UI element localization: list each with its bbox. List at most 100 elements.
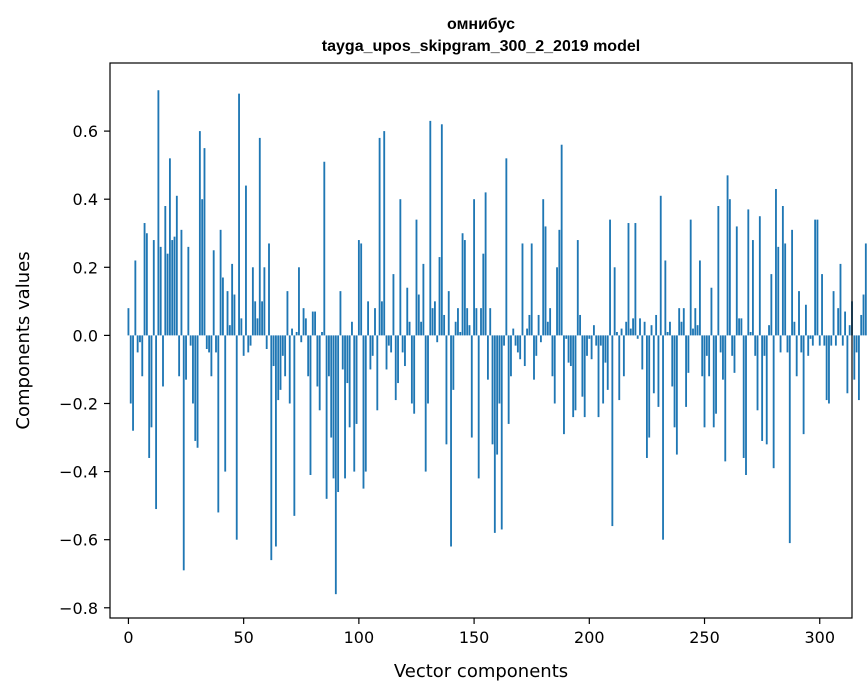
bar bbox=[309, 335, 312, 475]
bar bbox=[291, 328, 293, 336]
bar bbox=[240, 318, 243, 336]
bar bbox=[212, 250, 215, 336]
bar bbox=[346, 335, 349, 384]
bar bbox=[526, 328, 529, 336]
bar bbox=[192, 335, 194, 404]
bar bbox=[675, 335, 678, 455]
bar bbox=[431, 308, 434, 336]
bar bbox=[263, 267, 266, 336]
y-tick-label: −0.2 bbox=[59, 394, 98, 413]
plot-area-frame bbox=[109, 62, 853, 619]
x-tick-label: 100 bbox=[344, 628, 375, 647]
bar bbox=[616, 331, 618, 336]
bar bbox=[477, 335, 480, 479]
bar bbox=[641, 335, 644, 370]
bar bbox=[553, 335, 556, 404]
bar bbox=[655, 314, 658, 336]
bar bbox=[537, 314, 540, 336]
bar bbox=[337, 335, 340, 493]
bar bbox=[652, 335, 655, 394]
bar bbox=[569, 335, 572, 367]
bar bbox=[235, 335, 238, 540]
bar bbox=[242, 335, 245, 356]
bar bbox=[613, 267, 616, 336]
bar bbox=[475, 308, 478, 336]
bar bbox=[420, 321, 423, 336]
bar bbox=[546, 321, 549, 336]
bar bbox=[265, 335, 268, 350]
bar bbox=[516, 335, 519, 353]
bar bbox=[563, 335, 565, 435]
bar bbox=[251, 267, 254, 336]
bar bbox=[735, 226, 738, 336]
bar bbox=[751, 240, 754, 336]
bar bbox=[738, 318, 741, 336]
bar bbox=[666, 331, 669, 336]
bar bbox=[604, 335, 607, 363]
bar bbox=[261, 301, 264, 336]
bar bbox=[857, 335, 860, 401]
bar bbox=[745, 335, 747, 475]
bar bbox=[551, 335, 554, 377]
bar bbox=[159, 246, 162, 336]
bar bbox=[459, 331, 462, 336]
bar bbox=[406, 287, 409, 336]
bar bbox=[332, 335, 335, 479]
bar bbox=[385, 335, 388, 370]
bar bbox=[814, 219, 817, 336]
chart-title-line-1: омнибус bbox=[447, 16, 515, 33]
bar bbox=[558, 229, 561, 336]
bar bbox=[804, 304, 807, 336]
bar bbox=[530, 243, 533, 336]
bar bbox=[457, 308, 459, 336]
bar bbox=[705, 335, 708, 356]
bar bbox=[484, 192, 487, 336]
bar bbox=[749, 331, 752, 336]
bar bbox=[650, 325, 653, 336]
bar bbox=[724, 335, 727, 462]
bar bbox=[466, 308, 469, 336]
bar bbox=[816, 219, 819, 336]
bar bbox=[657, 335, 660, 407]
bar bbox=[496, 335, 499, 455]
bar bbox=[226, 291, 229, 336]
x-tick-label: 150 bbox=[459, 628, 490, 647]
bar bbox=[556, 267, 558, 336]
bar bbox=[728, 199, 731, 336]
bar bbox=[719, 335, 722, 353]
bar bbox=[429, 120, 432, 336]
bar bbox=[201, 199, 204, 336]
bar bbox=[823, 335, 826, 346]
bar bbox=[450, 335, 452, 547]
y-tick-label: −0.6 bbox=[59, 531, 98, 550]
bar bbox=[758, 216, 761, 336]
bar bbox=[864, 243, 867, 336]
bar bbox=[447, 291, 450, 336]
bar bbox=[173, 236, 176, 336]
x-tick-label: 200 bbox=[574, 628, 605, 647]
bar bbox=[629, 328, 632, 336]
bar bbox=[417, 294, 420, 336]
bar bbox=[523, 335, 526, 367]
bar bbox=[233, 294, 236, 336]
bar bbox=[217, 335, 220, 513]
bar bbox=[703, 335, 706, 428]
bar bbox=[376, 335, 379, 411]
bar bbox=[772, 335, 775, 469]
bar bbox=[258, 137, 261, 336]
bar bbox=[507, 335, 510, 424]
bar bbox=[288, 335, 291, 404]
bar bbox=[572, 335, 575, 418]
bar bbox=[415, 219, 418, 336]
bar bbox=[664, 260, 667, 336]
bar bbox=[445, 335, 448, 445]
bar bbox=[215, 335, 217, 353]
bar bbox=[344, 335, 346, 479]
bar bbox=[639, 318, 641, 336]
bar bbox=[862, 294, 865, 336]
bar bbox=[542, 199, 545, 336]
bar bbox=[781, 206, 784, 336]
bar bbox=[353, 335, 356, 472]
bar bbox=[692, 328, 694, 336]
